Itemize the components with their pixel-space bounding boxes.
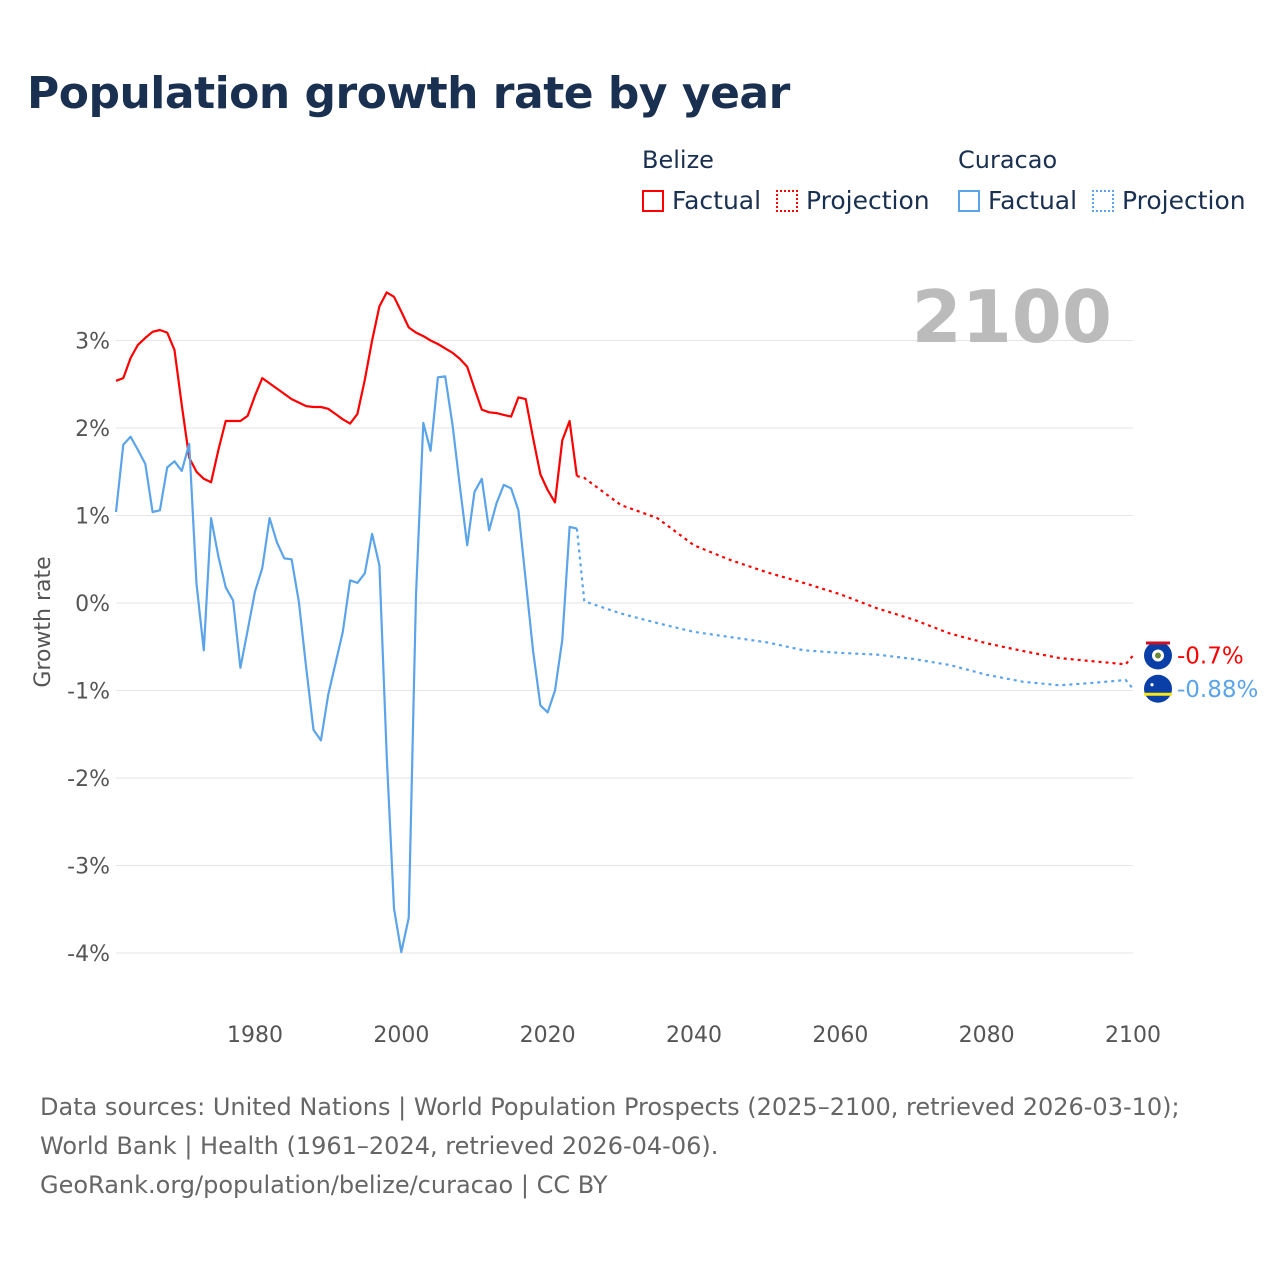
x-tick-label: 2020 [520, 1023, 576, 1048]
footer: Data sources: United Nations | World Pop… [40, 1088, 1240, 1205]
series-belize-projection [576, 475, 1134, 666]
flag-curacao-icon [1144, 674, 1172, 703]
y-tick-label: 1% [75, 505, 110, 530]
y-tick-label: 0% [75, 592, 110, 617]
legend-label: Factual [672, 186, 762, 215]
credit-link[interactable]: GeoRank.org/population/belize/curacao | … [40, 1171, 608, 1199]
x-tick-label: 1980 [227, 1023, 283, 1048]
legend-curacao-factual[interactable]: Factual [958, 186, 1077, 215]
x-tick-label: 2100 [1105, 1023, 1161, 1048]
y-tick-label: -4% [67, 942, 110, 967]
series-belize-factual [115, 291, 578, 504]
legend-belize-factual[interactable]: Factual [642, 186, 761, 215]
series-curacao-projection [575, 528, 1134, 690]
end-label-curacao: -0.88% [1177, 677, 1258, 703]
x-tick-label: 2060 [812, 1023, 868, 1048]
series-curacao-factual [114, 375, 578, 954]
x-tick-label: 2000 [373, 1023, 429, 1048]
y-tick-label: 3% [75, 330, 110, 355]
dotted-swatch-icon [776, 189, 798, 212]
year-overlay: 2100 [912, 275, 1112, 359]
legend-label: Projection [1122, 186, 1246, 215]
dotted-swatch-icon [1092, 189, 1114, 212]
x-tick-label: 2080 [959, 1023, 1015, 1048]
legend-group-curacao: Curacao [958, 146, 1058, 174]
y-tick-label: 2% [75, 417, 110, 442]
end-label-belize: -0.7% [1177, 644, 1244, 670]
legend-group-belize: Belize [642, 146, 714, 174]
page-title: Population growth rate by year [27, 68, 790, 119]
x-tick-label: 2040 [666, 1023, 722, 1048]
y-tick-label: -3% [67, 855, 110, 880]
y-tick-label: -1% [67, 680, 110, 705]
data-sources: Data sources: United Nations | World Pop… [40, 1093, 1180, 1160]
y-axis-label: Growth rate [31, 556, 56, 687]
solid-swatch-icon [642, 189, 664, 212]
flag-belize-icon [1144, 641, 1172, 670]
legend-label: Projection [806, 186, 930, 215]
legend-belize-projection[interactable]: Projection [776, 186, 930, 215]
legend-label: Factual [988, 186, 1078, 215]
legend-curacao-projection[interactable]: Projection [1092, 186, 1246, 215]
y-tick-label: -2% [67, 767, 110, 792]
solid-swatch-icon [958, 189, 980, 212]
